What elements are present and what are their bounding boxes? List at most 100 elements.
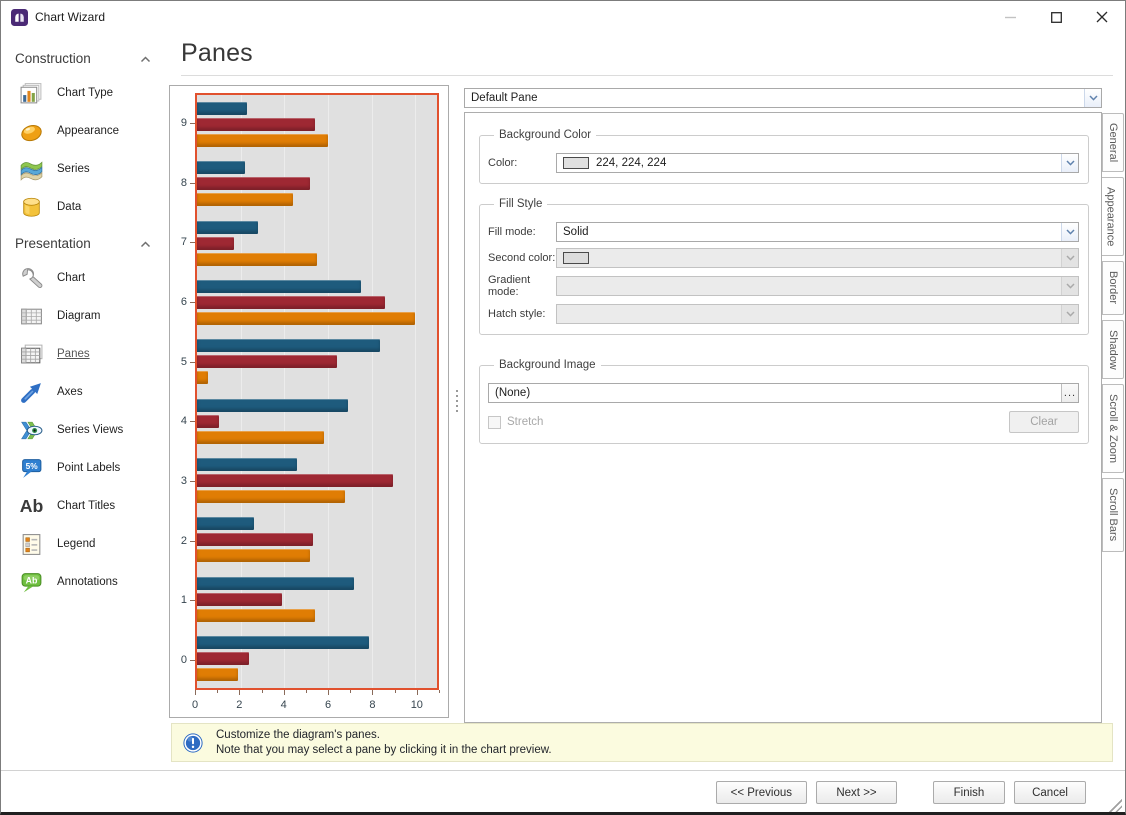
next-button[interactable]: Next >>	[816, 781, 897, 804]
chevron-down-icon[interactable]	[1061, 154, 1078, 172]
x-tick	[195, 690, 196, 695]
sidebar-item-label: Legend	[57, 538, 95, 550]
title-bar: Chart Wizard	[1, 1, 1125, 33]
maximize-button[interactable]	[1033, 1, 1079, 33]
sidebar-item-series[interactable]: Series	[1, 150, 169, 188]
chart-preview-panel: 98765432100246810	[169, 85, 449, 718]
main-area: Panes 98765432100246810 Default Pane	[169, 33, 1125, 770]
bar-series-series-2-cat-1	[197, 593, 282, 606]
bar-series-series-3-cat-6	[197, 312, 415, 325]
y-tick	[190, 183, 195, 184]
sidebar-item-label: Panes	[57, 348, 90, 360]
browse-button[interactable]: ...	[1061, 384, 1078, 402]
sidebar-item-legend[interactable]: Legend	[1, 525, 169, 563]
sidebar-item-data[interactable]: Data	[1, 188, 169, 226]
x-tick	[439, 690, 440, 693]
sidebar-item-label: Data	[57, 201, 81, 213]
stretch-checkbox: Stretch	[488, 416, 543, 429]
sidebar-item-axes[interactable]: Axes	[1, 373, 169, 411]
gradient-mode-select	[556, 276, 1079, 296]
bar-series-series-1-cat-7	[197, 221, 258, 234]
chevron-down-icon[interactable]	[1061, 223, 1078, 241]
bar-series-series-3-cat-9	[197, 134, 328, 147]
sidebar-item-appearance[interactable]: Appearance	[1, 112, 169, 150]
panes-icon	[18, 341, 45, 368]
bar-series-series-2-cat-6	[197, 296, 385, 309]
svg-text:Ab: Ab	[20, 496, 44, 516]
sidebar-item-label: Series Views	[57, 424, 123, 436]
bar-series-series-2-cat-5	[197, 355, 337, 368]
pane-selector[interactable]: Default Pane	[464, 88, 1102, 108]
background-color-select[interactable]: 224, 224, 224	[556, 153, 1079, 173]
sidebar-item-label: Annotations	[57, 576, 118, 588]
sidebar-section-label: Construction	[15, 51, 91, 66]
bar-series-series-1-cat-5	[197, 339, 380, 352]
bar-series-series-3-cat-7	[197, 253, 317, 266]
tab-scroll-bars[interactable]: Scroll Bars	[1102, 478, 1124, 551]
bar-series-series-3-cat-0	[197, 668, 238, 681]
y-axis-label: 3	[170, 451, 195, 511]
diagram-icon	[18, 303, 45, 330]
x-tick	[262, 690, 263, 693]
fill-mode-select[interactable]: Solid	[556, 222, 1079, 242]
color-value: 224, 224, 224	[596, 157, 666, 169]
chevron-down-icon	[1061, 277, 1078, 295]
bar-series-series-1-cat-1	[197, 577, 354, 590]
chart-wrench-icon	[18, 265, 45, 292]
close-button[interactable]	[1079, 1, 1125, 33]
x-axis-label: 0	[192, 699, 198, 711]
finish-button[interactable]: Finish	[933, 781, 1005, 804]
y-tick	[190, 541, 195, 542]
previous-button[interactable]: << Previous	[716, 781, 807, 804]
category-row	[197, 214, 437, 273]
sidebar-section-construction[interactable]: Construction	[1, 41, 169, 74]
fill-style-title: Fill Style	[494, 198, 547, 210]
sidebar-item-chart[interactable]: Chart	[1, 259, 169, 297]
y-axis-labels: 9876543210	[170, 93, 195, 690]
sidebar-item-annotations[interactable]: Ab Annotations	[1, 563, 169, 601]
selected-pane[interactable]	[195, 93, 439, 690]
bar-series-series-1-cat-8	[197, 161, 245, 174]
y-axis-label: 5	[170, 332, 195, 392]
sidebar-item-label: Diagram	[57, 310, 100, 322]
chevron-up-icon	[140, 236, 151, 251]
sidebar-item-panes[interactable]: Panes	[1, 335, 169, 373]
background-image-input[interactable]: (None) ...	[488, 383, 1079, 403]
sidebar-item-label: Point Labels	[57, 462, 120, 474]
cancel-button[interactable]: Cancel	[1014, 781, 1086, 804]
series-icon	[18, 156, 45, 183]
tab-border[interactable]: Border	[1102, 261, 1124, 314]
y-axis-label: 7	[170, 212, 195, 272]
legend-icon	[18, 531, 45, 558]
resize-grip[interactable]	[1107, 797, 1122, 812]
point-labels-icon: 5%	[18, 455, 45, 482]
chevron-down-icon[interactable]	[1084, 89, 1101, 107]
sidebar-section-presentation[interactable]: Presentation	[1, 226, 169, 259]
y-axis-label: 9	[170, 93, 195, 153]
sidebar-item-label: Appearance	[57, 125, 119, 137]
sidebar-item-chart-type[interactable]: Chart Type	[1, 74, 169, 112]
sidebar-item-point-labels[interactable]: 5% Point Labels	[1, 449, 169, 487]
y-tick	[190, 481, 195, 482]
data-icon	[18, 194, 45, 221]
y-tick	[190, 421, 195, 422]
y-axis-label: 8	[170, 153, 195, 213]
close-icon	[1096, 11, 1108, 23]
y-tick	[190, 660, 195, 661]
tab-scroll-zoom[interactable]: Scroll & Zoom	[1102, 384, 1124, 473]
y-axis-label: 0	[170, 630, 195, 690]
pane-selector-value: Default Pane	[471, 92, 538, 104]
sidebar-item-diagram[interactable]: Diagram	[1, 297, 169, 335]
tab-shadow[interactable]: Shadow	[1102, 320, 1124, 380]
info-line-2: Note that you may select a pane by click…	[216, 743, 552, 758]
splitter-handle[interactable]	[449, 85, 464, 718]
background-image-title: Background Image	[494, 359, 601, 371]
color-swatch	[563, 157, 589, 169]
svg-text:Ab: Ab	[26, 575, 38, 585]
sidebar-item-chart-titles[interactable]: AbChart Titles	[1, 487, 169, 525]
bar-series-series-2-cat-3	[197, 474, 393, 487]
bar-series-series-2-cat-8	[197, 177, 310, 190]
sidebar-item-series-views[interactable]: Series Views	[1, 411, 169, 449]
info-bar: Customize the diagram's panes. Note that…	[171, 723, 1113, 762]
tab-general[interactable]: General	[1102, 113, 1124, 172]
